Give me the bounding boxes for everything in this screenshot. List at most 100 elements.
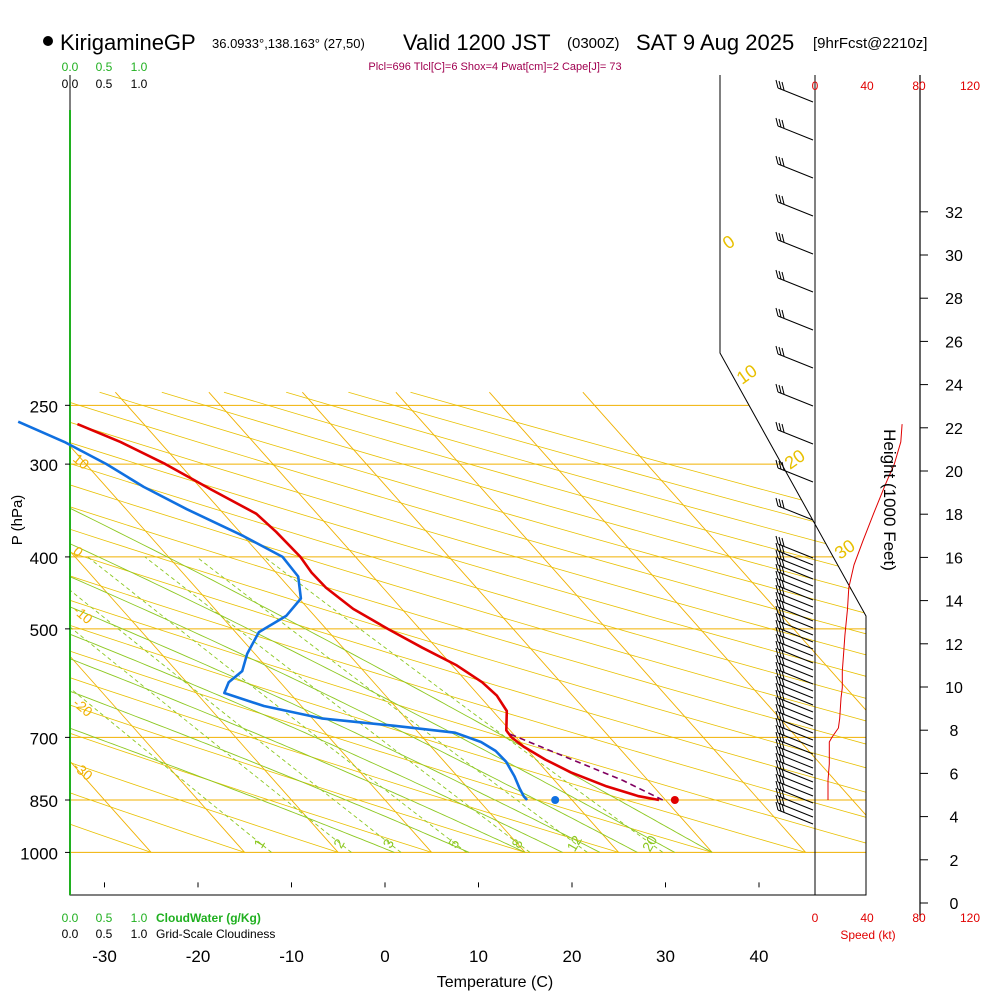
barb-flag [775,626,779,636]
barb-flag [781,309,785,319]
barb-shaft [777,564,814,580]
barb-flag [778,613,782,623]
barb-flag [778,550,782,560]
barb-shaft [777,802,814,818]
barb-flag [775,787,779,797]
barb-flag [778,543,782,553]
barb-flag [775,535,779,545]
barb-shaft [777,690,814,706]
surface-dewpoint-marker [551,796,560,804]
dry-adiabat [70,391,866,853]
height-label: 32 [945,205,963,222]
barb-flag [775,497,779,507]
barb-flag [778,270,782,280]
background-lines [70,391,866,853]
barb-flag [778,725,782,735]
barb-flag [781,347,785,357]
barb-shaft [777,239,814,255]
barb-flag [778,795,782,805]
height-label: 22 [945,421,963,438]
isotherm-label: -30 [70,758,96,783]
barb-shaft [777,711,814,727]
pressure-label: 250 [30,397,58,416]
barb-shaft [777,557,814,573]
barb-shaft [777,599,814,615]
barb-shaft [777,739,814,755]
barb-flag [775,675,779,685]
barb-flag [775,766,779,776]
barb-flag [781,796,785,806]
barb-flag [775,745,779,755]
dry-adiabat [70,391,866,853]
wind-barb [775,780,814,804]
barb-flag [781,558,785,568]
barb-shaft [777,676,814,692]
dry-adiabat [99,391,866,853]
mixing-ratio-line [70,556,272,853]
height-label: 26 [945,334,963,351]
barb-flag [778,718,782,728]
speed-bottom-label: 120 [960,911,980,925]
dry-adiabat [70,391,526,853]
barb-flag [775,421,779,431]
barb-flag [778,739,782,749]
barb-flag [775,117,779,127]
barb-flag [775,269,779,279]
barb-flag [781,761,785,771]
height-label: 8 [950,723,959,740]
barb-shaft [777,732,814,748]
pressure-label: 700 [30,729,58,748]
moist-adiabat [70,398,395,853]
barb-flag [781,684,785,694]
cloud-top-label: 1.0 [131,60,148,74]
barb-flag [778,648,782,658]
barb-flag [778,655,782,665]
dry-adiabat [161,391,866,853]
speed-bottom-label: 80 [912,911,926,925]
wind-barb [775,668,814,692]
barb-flag [781,119,785,129]
barb-flag [778,641,782,651]
dry-adiabat [70,391,866,853]
barb-flag [781,712,785,722]
barb-flag [781,607,785,617]
height-label: 16 [945,550,963,567]
barb-flag [781,586,785,596]
dry-adiabat [70,391,339,853]
barb-flag [778,802,782,812]
speed-top-label: 80 [912,79,926,93]
barb-shaft [777,467,814,483]
wind-barb [775,731,814,755]
barb-flag [781,423,785,433]
dry-adiabat [70,391,866,853]
barb-shaft [777,543,814,559]
dry-adiabat [286,391,866,853]
moist-adiabat [70,398,470,853]
barb-flag [775,549,779,559]
barb-flag [775,773,779,783]
barb-flag [775,717,779,727]
barb-flag [775,759,779,769]
cloudiness-title: Grid-Scale Cloudiness [156,927,275,941]
cloudiness-bottom-label: 0.0 [62,927,79,941]
wind-barb [775,717,814,741]
speed-top-label: 0 [812,79,819,93]
cloudiness-top-label: 0.0 [62,77,79,91]
barb-flag [778,536,782,546]
barb-flag [775,542,779,552]
parcel-line [506,731,664,801]
forecast-info: [9hrFcst@2210z] [813,35,927,52]
mixing-ratio-line [144,556,531,853]
moist-adiabat [70,398,713,853]
barb-flag [778,194,782,204]
wind-barb [775,633,814,657]
mixing-ratio-label: 8 [508,836,526,851]
barb-flag [775,459,779,469]
speed-top-label: 40 [860,79,874,93]
dry-adiabat [70,391,806,853]
wind-barb [775,689,814,713]
barb-flag [781,726,785,736]
barb-flag [775,801,779,811]
cloudiness-bottom-label: 0.5 [96,927,113,941]
wind-barb [775,269,814,293]
